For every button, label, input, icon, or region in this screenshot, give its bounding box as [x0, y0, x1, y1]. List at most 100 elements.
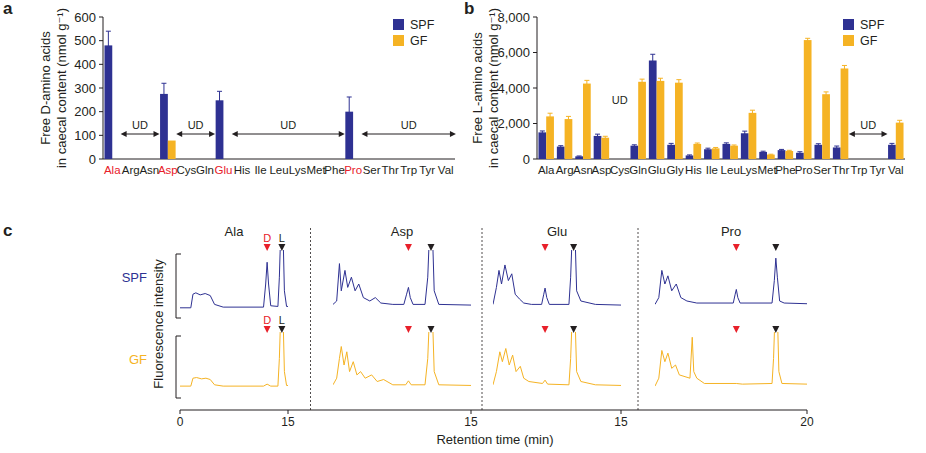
y-tick — [99, 88, 103, 89]
separator — [638, 228, 639, 410]
peak-arrow — [405, 244, 412, 251]
x-tick-label: Thr — [832, 164, 849, 176]
peak-arrow — [427, 326, 434, 333]
x-tick-label: Lys — [740, 164, 758, 176]
y-tick — [533, 123, 537, 124]
bar — [888, 145, 896, 159]
trace — [333, 332, 471, 385]
bar — [216, 100, 224, 159]
trace — [493, 332, 621, 385]
arrow-head — [339, 131, 345, 137]
peak-arrow — [264, 326, 271, 333]
annotation: UD — [280, 119, 296, 131]
x-tick-label: Gln — [629, 164, 647, 176]
y-tick-label: 2,000 — [497, 116, 530, 131]
legend-swatch — [843, 35, 854, 46]
legend-label: SPF — [410, 18, 435, 32]
marks — [538, 38, 903, 159]
peak-arrow — [278, 326, 285, 333]
y-tick — [99, 40, 103, 41]
column-title: Glu — [547, 224, 567, 239]
arrow-head — [209, 131, 215, 137]
x-tick-label: Leu — [269, 164, 288, 176]
peak-label: D — [263, 314, 271, 326]
y-axis-title: Fluorescence intensity — [151, 259, 166, 389]
x-tick — [180, 410, 181, 414]
y-tick-label: 4,000 — [497, 81, 530, 96]
bar — [749, 113, 757, 159]
x-tick-label: Glu — [214, 164, 232, 176]
annotation: UD — [401, 119, 417, 131]
x-axis — [103, 159, 455, 160]
column-title: Asp — [391, 224, 413, 239]
legend-label: SPF — [860, 18, 885, 32]
x-tick-label: Asn — [139, 164, 159, 176]
legend-swatch — [843, 19, 854, 30]
x-tick-label: Asp — [158, 164, 178, 176]
y-tick — [533, 52, 537, 53]
peak-label: L — [279, 314, 285, 326]
y-tick-label: 8,000 — [497, 10, 530, 25]
x-tick-label: Glu — [648, 164, 666, 176]
peak-arrow — [542, 244, 549, 251]
legend-swatch — [393, 35, 404, 46]
x-tick-label: Ile — [254, 164, 266, 176]
y-tick-label: 500 — [74, 33, 96, 48]
x-tick-label: His — [234, 164, 251, 176]
y-tick — [533, 159, 537, 160]
peak-arrow — [542, 326, 549, 333]
x-tick-label: Ser — [363, 164, 381, 176]
annotation: UD — [612, 94, 628, 106]
annotation-arrow — [853, 134, 884, 135]
y-tick-label: 200 — [74, 104, 96, 119]
x-tick-label: Ala — [538, 164, 555, 176]
bar — [693, 144, 701, 159]
y-tick-label: 300 — [74, 81, 96, 96]
x-tick-label: Trp — [851, 164, 868, 176]
x-tick-label: 15 — [281, 415, 295, 429]
x-tick-label: 0 — [177, 415, 184, 429]
x-axis — [180, 410, 807, 411]
x-tick-label: Pro — [795, 164, 813, 176]
annotation: UD — [132, 119, 148, 131]
bar — [649, 60, 657, 159]
bar — [686, 155, 694, 159]
row-label: GF — [129, 352, 147, 367]
y-tick-label: 100 — [74, 128, 96, 143]
x-tick-label: Val — [438, 164, 454, 176]
x-tick-label: Cys — [610, 164, 630, 176]
bar — [675, 83, 683, 159]
peak-arrow — [570, 244, 577, 251]
x-tick-label: Tyr — [869, 164, 885, 176]
bar — [345, 112, 353, 159]
figure: a0100200300400500600Free D-amino acidsin… — [0, 0, 926, 453]
arrow-head — [849, 131, 855, 137]
bar — [730, 146, 738, 159]
x-axis-title: Retention time (min) — [436, 432, 553, 447]
trace-group — [333, 250, 471, 305]
bar — [796, 153, 804, 159]
arrow-head — [361, 131, 367, 137]
x-tick-label: 15 — [464, 415, 478, 429]
x-axis — [537, 159, 905, 160]
bar — [804, 40, 812, 159]
trace — [180, 332, 288, 386]
y-tick-label: 0 — [523, 152, 530, 167]
y-tick — [533, 17, 537, 18]
x-tick-label: Asp — [591, 164, 611, 176]
bar — [767, 155, 775, 159]
y-tick — [99, 111, 103, 112]
bar — [546, 116, 554, 159]
x-tick-label: Thr — [382, 164, 399, 176]
x-tick-label: Ala — [104, 164, 121, 176]
x-tick-label: 15 — [614, 415, 628, 429]
arrow-head — [450, 131, 456, 137]
y-tick-label: 600 — [74, 10, 96, 25]
bar — [667, 145, 675, 159]
y-tick — [99, 64, 103, 65]
bar — [822, 94, 830, 159]
x-tick-label: Asn — [573, 164, 593, 176]
y-tick-label: 0 — [89, 152, 96, 167]
trace-group — [655, 332, 807, 386]
marks — [104, 31, 353, 159]
